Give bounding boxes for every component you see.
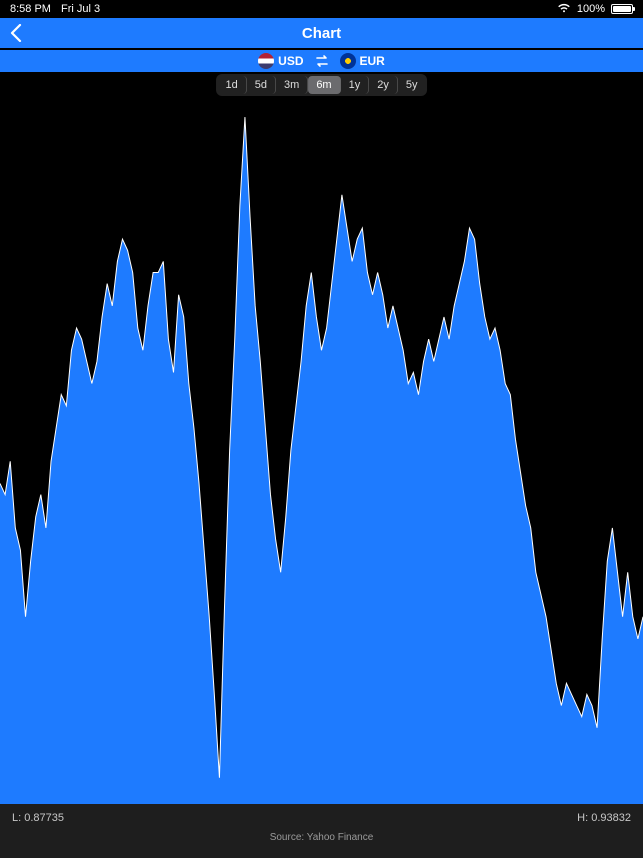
high-value-label: H: 0.93832 xyxy=(577,812,631,824)
time-range-3m[interactable]: 3m xyxy=(276,76,308,94)
source-label: Source: Yahoo Finance xyxy=(0,826,643,843)
price-area-chart xyxy=(0,100,643,804)
time-range-1y[interactable]: 1y xyxy=(341,76,370,94)
time-range-control: 1d5d3m6m1y2y5y xyxy=(216,74,428,96)
status-time: 8:58 PM xyxy=(10,3,51,15)
chevron-left-icon xyxy=(10,24,22,42)
nav-bar: Chart xyxy=(0,18,643,48)
page-title: Chart xyxy=(302,25,341,42)
time-range-1d[interactable]: 1d xyxy=(218,76,247,94)
swap-icon xyxy=(314,54,330,68)
flag-eur-icon xyxy=(340,53,356,69)
flag-usd-icon xyxy=(258,53,274,69)
status-left-group: 8:58 PM Fri Jul 3 xyxy=(10,3,100,15)
back-button[interactable] xyxy=(10,18,22,48)
battery-fill xyxy=(613,6,631,12)
battery-icon xyxy=(611,4,633,14)
currency-from-code: USD xyxy=(278,54,303,68)
status-right-group: 100% xyxy=(557,3,633,16)
status-bar: 8:58 PM Fri Jul 3 100% xyxy=(0,0,643,18)
time-range-5y[interactable]: 5y xyxy=(398,76,426,94)
wifi-icon xyxy=(557,3,571,16)
time-range-5d[interactable]: 5d xyxy=(247,76,276,94)
time-range-2y[interactable]: 2y xyxy=(369,76,398,94)
battery-percent-label: 100% xyxy=(577,3,605,15)
currency-pair-row: USD EUR xyxy=(0,50,643,72)
currency-from[interactable]: USD xyxy=(258,53,303,69)
footer: L: 0.87735 H: 0.93832 Source: Yahoo Fina… xyxy=(0,804,643,858)
currency-to[interactable]: EUR xyxy=(340,53,385,69)
status-date: Fri Jul 3 xyxy=(61,3,100,15)
time-range-6m[interactable]: 6m xyxy=(308,76,340,94)
low-value-label: L: 0.87735 xyxy=(12,812,64,824)
chart-area[interactable] xyxy=(0,100,643,804)
currency-to-code: EUR xyxy=(360,54,385,68)
swap-button[interactable] xyxy=(314,54,330,68)
